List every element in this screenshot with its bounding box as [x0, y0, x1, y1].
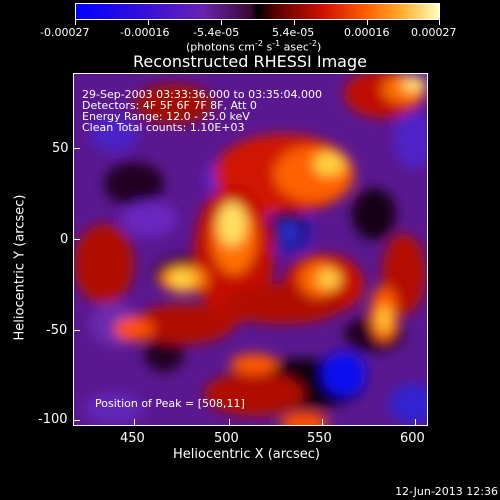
info-line: 29-Sep-2003 03:33:36.000 to 03:35:04.000	[82, 88, 322, 101]
colorbar-tick	[294, 20, 295, 25]
y-tick-label: -100	[38, 412, 68, 427]
x-tick-label: 500	[214, 431, 239, 446]
date-stamp: 12-Jun-2013 12:36	[395, 485, 498, 498]
colorbar-gradient	[76, 4, 439, 19]
y-tick-label: 0	[60, 232, 69, 247]
y-tick	[73, 330, 80, 331]
rhessi-image-plot	[73, 73, 428, 426]
rhessi-image-heatmap	[74, 74, 427, 425]
x-tick	[415, 419, 416, 426]
x-tick-label: 550	[307, 431, 332, 446]
x-tick	[322, 419, 323, 426]
colorbar-tick	[221, 20, 222, 25]
y-tick	[73, 420, 80, 421]
plot-title: Reconstructed RHESSI Image	[133, 52, 367, 71]
peak-position-text: Position of Peak = [508,11]	[95, 397, 245, 410]
x-tick-label: 450	[120, 431, 145, 446]
colorbar-label: 0.00016	[344, 26, 390, 39]
y-tick-label: 50	[52, 141, 69, 156]
info-line: Energy Range: 12.0 - 25.0 keV	[82, 110, 250, 123]
colorbar-unit-label: (photons cm-2 s-1 asec-2)	[186, 39, 322, 54]
colorbar-tick	[148, 20, 149, 25]
colorbar-label: -0.00016	[120, 26, 170, 39]
y-axis-label: Heliocentric Y (arcsec)	[12, 194, 28, 341]
colorbar-tick	[367, 20, 368, 25]
x-axis-label: Heliocentric X (arcsec)	[173, 447, 320, 462]
colorbar-tick	[75, 20, 76, 25]
y-tick	[73, 239, 80, 240]
info-line: Detectors: 4F 5F 6F 7F 8F, Att 0	[82, 99, 257, 112]
colorbar	[75, 3, 440, 20]
colorbar-label: 0.00027	[411, 26, 457, 39]
colorbar-label: -0.00027	[40, 26, 90, 39]
x-tick	[229, 419, 230, 426]
y-tick-label: -50	[46, 323, 68, 338]
x-tick	[134, 419, 135, 426]
info-line: Clean Total counts: 1.10E+03	[82, 121, 245, 134]
colorbar-label: 5.4e-05	[272, 26, 315, 39]
y-tick	[73, 148, 80, 149]
colorbar-label: -5.4e-05	[193, 26, 240, 39]
colorbar-tick	[439, 20, 440, 25]
x-tick-label: 600	[400, 431, 425, 446]
